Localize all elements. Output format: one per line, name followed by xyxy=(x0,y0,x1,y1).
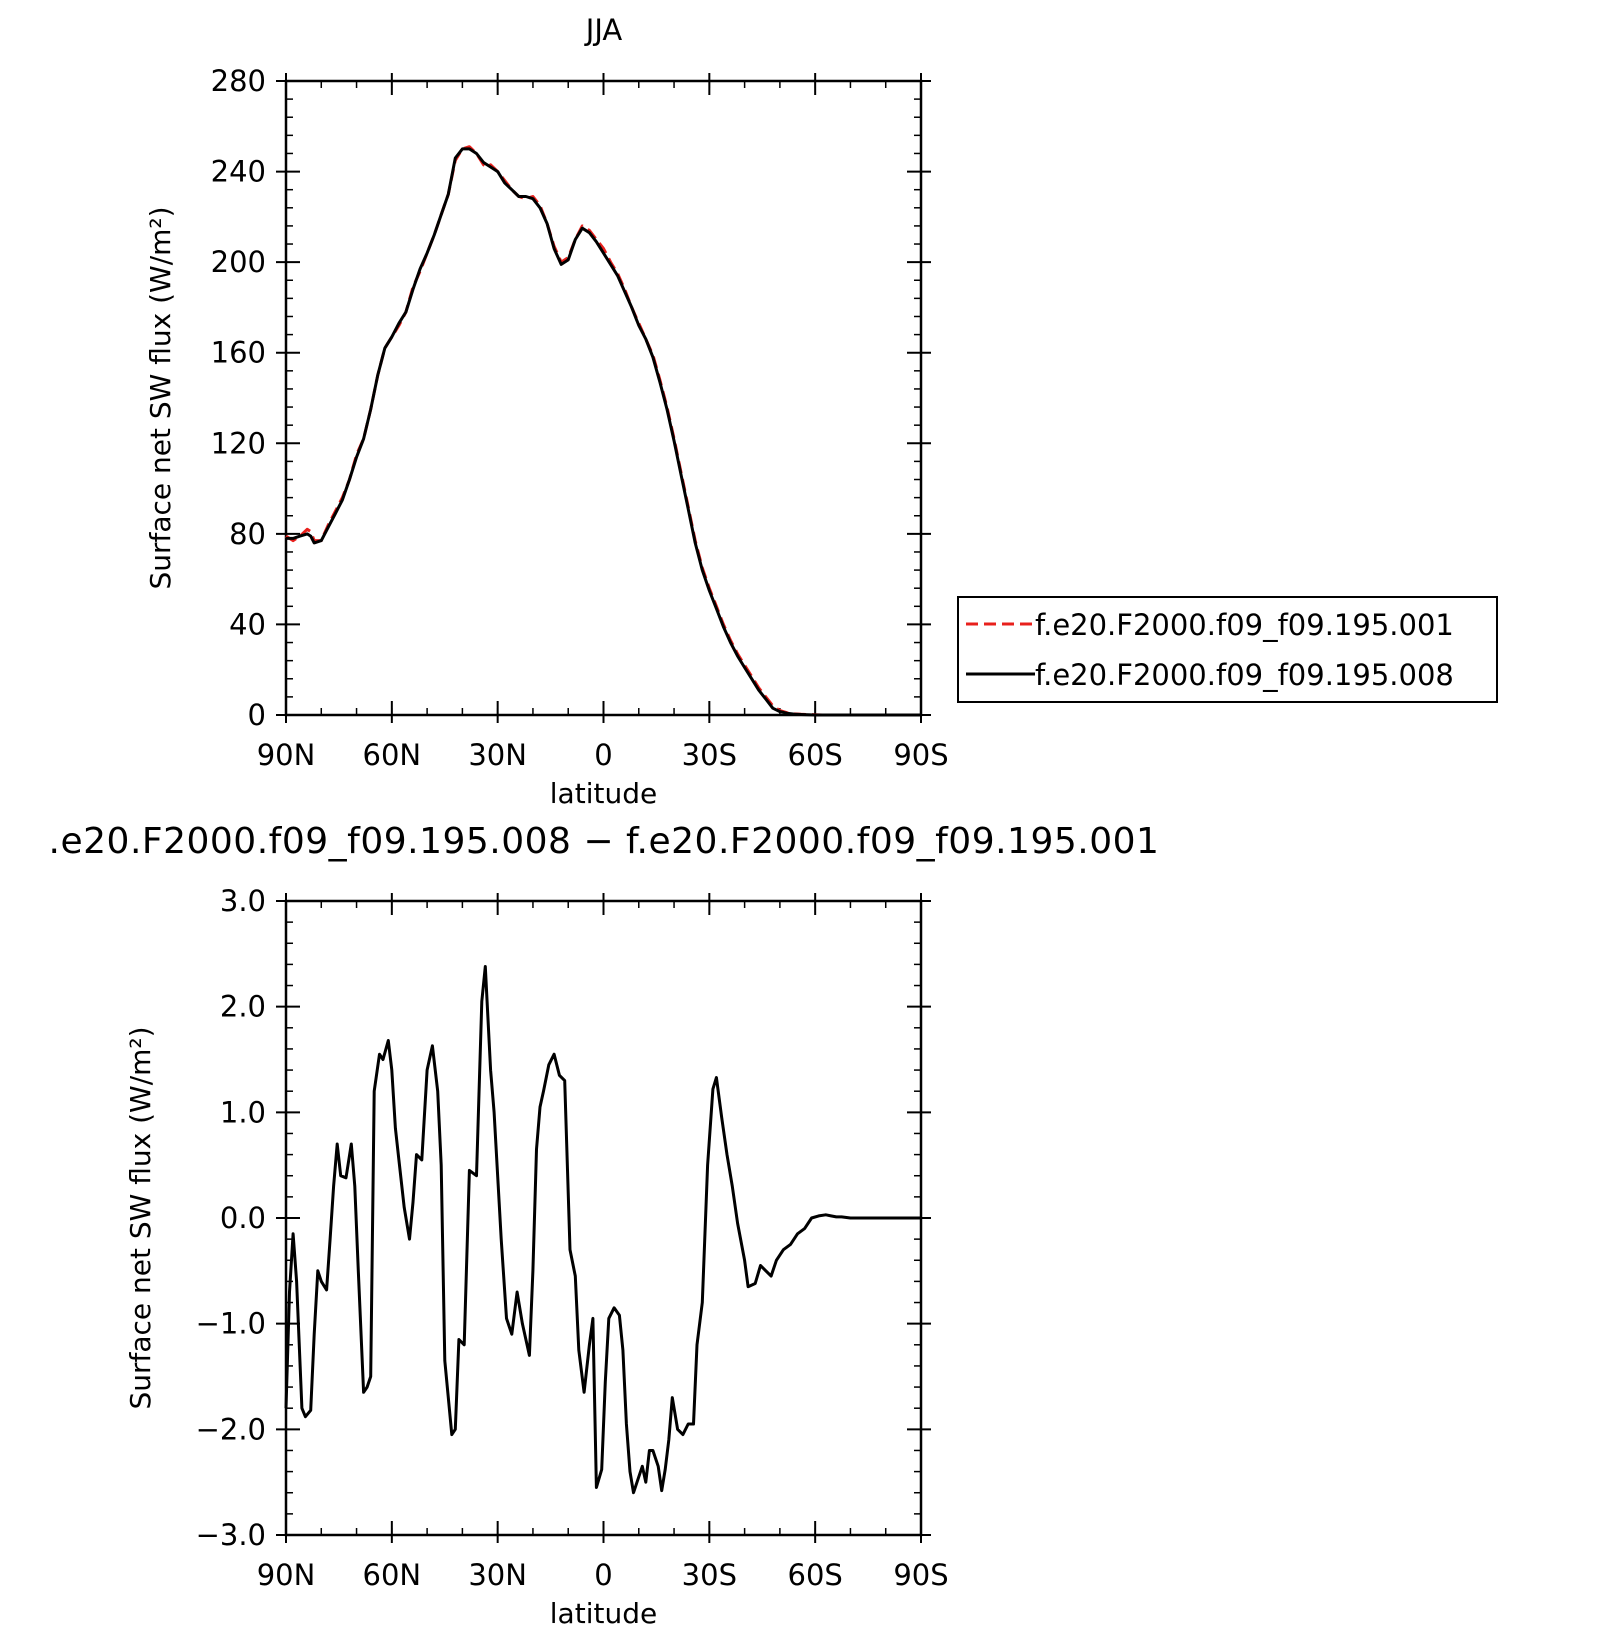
y-tick-label: 160 xyxy=(211,336,266,370)
x-tick-label: 60N xyxy=(363,1558,422,1592)
x-tick-label: 90S xyxy=(893,738,948,772)
y-axis-title: Surface net SW flux (W/m²) xyxy=(144,206,177,589)
x-tick-label: 30N xyxy=(468,1558,527,1592)
y-tick-label: 80 xyxy=(229,517,266,551)
legend-label-2: f.e20.F2000.f09_f09.195.008 xyxy=(1035,658,1454,692)
legend-box xyxy=(957,596,1498,703)
x-axis-title: latitude xyxy=(550,777,657,810)
y-axis-title: Surface net SW flux (W/m²) xyxy=(124,1026,157,1409)
y-tick-label: 3.0 xyxy=(220,884,266,918)
x-tick-label: 90S xyxy=(893,1558,948,1592)
x-tick-label: 30S xyxy=(682,1558,737,1592)
x-tick-label: 0 xyxy=(594,738,612,772)
y-tick-label: −3.0 xyxy=(196,1518,266,1552)
y-tick-label: 240 xyxy=(211,155,266,189)
y-tick-label: 0 xyxy=(248,698,266,732)
series-line-1 xyxy=(285,145,921,717)
x-axis-title: latitude xyxy=(550,1597,657,1630)
y-tick-label: 2.0 xyxy=(220,990,266,1024)
x-tick-label: 30N xyxy=(468,738,527,772)
legend: f.e20.F2000.f09_f09.195.001 f.e20.F2000.f… xyxy=(957,596,1498,703)
y-tick-label: 0.0 xyxy=(220,1201,266,1235)
series-line-1 xyxy=(284,965,921,1495)
x-tick-label: 0 xyxy=(594,1558,612,1592)
y-tick-label: 200 xyxy=(211,245,266,279)
x-tick-label: 60S xyxy=(788,738,843,772)
y-tick-label: 280 xyxy=(211,64,266,98)
x-tick-label: 90N xyxy=(257,738,316,772)
chart-1: 90N 60N 30N 0 30S 60S 90S 0 40 80 120 160 200 240 280 l… xyxy=(144,64,1498,810)
plot-frame xyxy=(284,79,923,717)
legend-label-1: f.e20.F2000.f09_f09.195.001 xyxy=(1035,608,1454,642)
y-tick-label: 1.0 xyxy=(220,1095,266,1129)
x-tick-label: 90N xyxy=(257,1558,316,1592)
y-tick-label: −1.0 xyxy=(196,1307,266,1341)
y-tick-label: 120 xyxy=(211,426,266,460)
x-tick-label: 60S xyxy=(788,1558,843,1592)
y-tick-label: 40 xyxy=(229,607,266,641)
chart-title-top: JJA xyxy=(584,13,623,47)
x-tick-label: 30S xyxy=(682,738,737,772)
y-tick-label: −2.0 xyxy=(196,1412,266,1446)
series-line-2 xyxy=(286,147,921,717)
chart-title-bottom: .e20.F2000.f09_f09.195.008 − f.e20.F2000… xyxy=(49,821,1160,862)
x-tick-label: 60N xyxy=(363,738,422,772)
chart-2: 90N 60N 30N 0 30S 60S 90S −3.0 −2.0 −1.0 0.0 1.0 2.0… xyxy=(124,884,949,1630)
